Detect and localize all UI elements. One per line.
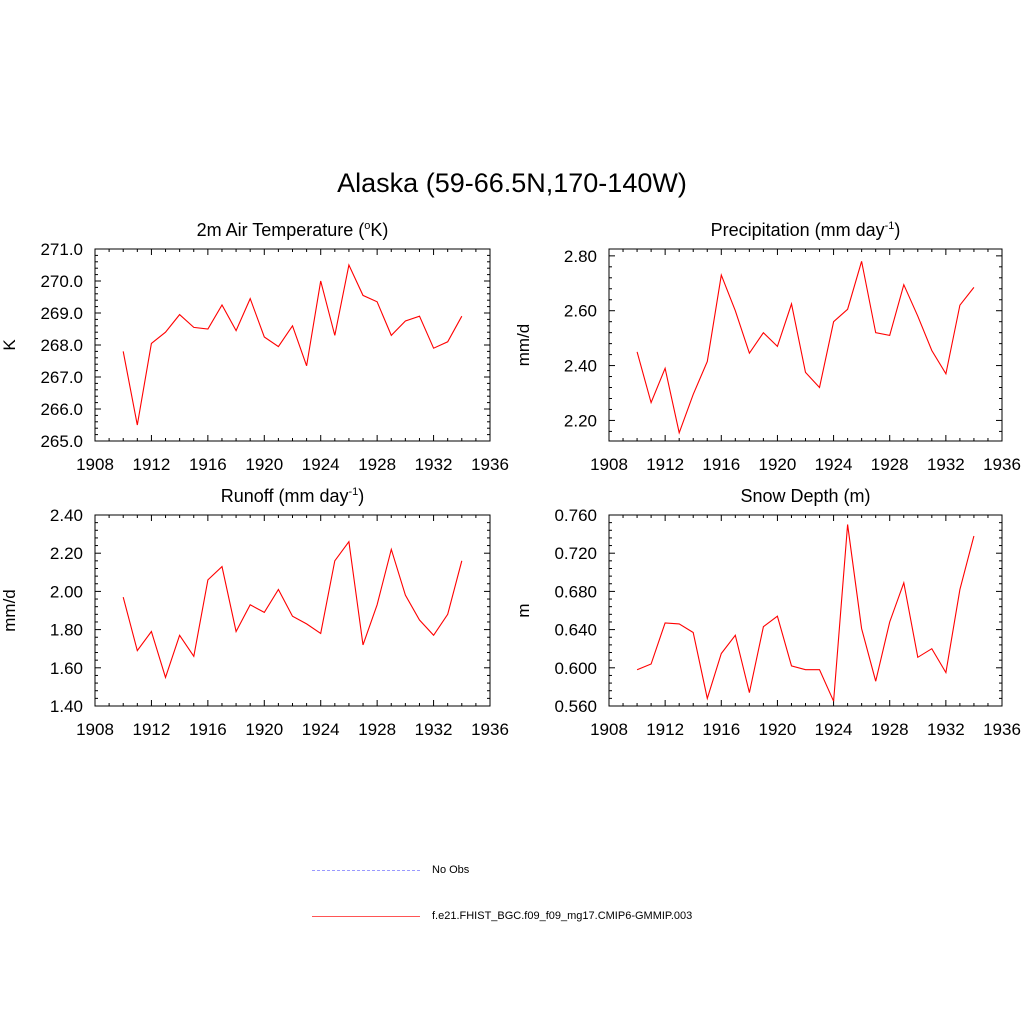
x-tick-label: 1920 [245, 455, 283, 474]
panel-title-superscript: -1 [885, 220, 895, 232]
x-tick-label: 1920 [245, 720, 283, 739]
x-tick-label: 1928 [871, 720, 909, 739]
x-tick-label: 1908 [76, 455, 114, 474]
panel-title: Precipitation (mm day-1) [711, 220, 901, 240]
y-axis-label: mm/d [514, 324, 533, 367]
x-tick-label: 1916 [189, 720, 227, 739]
x-tick-label: 1932 [415, 455, 453, 474]
x-tick-label: 1908 [590, 720, 628, 739]
y-tick-label: 0.760 [554, 506, 597, 525]
chart-panel-1: 1908 1912 1916 1920 1924 1928 1932 1936 265.0 266… [0, 220, 509, 474]
panel-title-tail: ) [358, 486, 364, 506]
x-tick-label: 1908 [76, 720, 114, 739]
plot-frame [94, 514, 491, 707]
legend-label-model: f.e21.FHIST_BGC.f09_f09_mg17.CMIP6-GMMIP… [432, 910, 693, 922]
x-tick-label: 1924 [302, 720, 340, 739]
panel-title-main: Precipitation (mm day [711, 220, 885, 240]
chart-panel-3: 1908 1912 1916 1920 1924 1928 1932 1936 1.40 1.60… [0, 486, 509, 739]
panel-title-superscript: -1 [348, 486, 358, 498]
y-tick-label: 2.40 [50, 506, 83, 525]
figure-title: Alaska (59-66.5N,170-140W) [337, 168, 687, 198]
x-tick-label: 1924 [815, 455, 853, 474]
x-tick-label: 1916 [702, 720, 740, 739]
y-tick-label: 0.560 [554, 697, 597, 716]
y-axis-label: K [0, 339, 19, 351]
x-tick-label: 1928 [871, 455, 909, 474]
panel-title-main: Snow Depth (m) [740, 486, 870, 506]
panel-title: Runoff (mm day-1) [221, 486, 365, 506]
x-tick-label: 1932 [415, 720, 453, 739]
x-tick-label: 1936 [983, 455, 1021, 474]
legend-item-model: f.e21.FHIST_BGC.f09_f09_mg17.CMIP6-GMMIP… [312, 910, 692, 922]
legend-item-no-obs: No Obs [312, 864, 469, 876]
y-tick-label: 0.680 [554, 582, 597, 601]
x-tick-label: 1932 [927, 455, 965, 474]
panel-title: 2m Air Temperature (oK) [197, 220, 389, 240]
y-tick-label: 271.0 [40, 240, 83, 259]
y-tick-label: 0.720 [554, 544, 597, 563]
x-tick-label: 1916 [189, 455, 227, 474]
x-tick-label: 1932 [927, 720, 965, 739]
x-tick-label: 1920 [759, 455, 797, 474]
legend-swatch-dashed [312, 869, 420, 871]
y-tick-label: 266.0 [40, 400, 83, 419]
legend-swatch-solid [312, 915, 420, 917]
x-tick-label: 1924 [302, 455, 340, 474]
x-tick-label: 1912 [646, 720, 684, 739]
series-line [122, 540, 463, 680]
chart-panel-4: 1908 1912 1916 1920 1924 1928 1932 1936 0.560 0.6… [514, 486, 1021, 739]
panel-title-tail: K) [370, 220, 388, 240]
x-tick-label: 1928 [358, 455, 396, 474]
y-tick-label: 2.00 [50, 582, 83, 601]
plot-frame [608, 514, 1003, 707]
y-tick-label: 2.60 [564, 302, 597, 321]
x-tick-label: 1912 [133, 455, 171, 474]
x-tick-label: 1908 [590, 455, 628, 474]
y-tick-label: 265.0 [40, 432, 83, 451]
series-line [636, 261, 975, 435]
x-tick-label: 1912 [133, 720, 171, 739]
y-tick-label: 0.640 [554, 621, 597, 640]
series-line [636, 524, 975, 702]
panel-title-tail: ) [894, 220, 900, 240]
y-tick-label: 269.0 [40, 304, 83, 323]
y-tick-label: 267.0 [40, 368, 83, 387]
series-line [122, 263, 463, 426]
chart-panel-2: 1908 1912 1916 1920 1924 1928 1932 1936 2.20 2.40… [514, 220, 1021, 474]
y-tick-label: 2.20 [564, 411, 597, 430]
y-tick-label: 268.0 [40, 336, 83, 355]
y-tick-label: 2.80 [564, 247, 597, 266]
y-tick-label: 2.40 [564, 357, 597, 376]
panel-title-superscript: o [364, 220, 370, 232]
y-tick-label: 270.0 [40, 272, 83, 291]
panel-title: Snow Depth (m) [740, 486, 870, 506]
x-tick-label: 1936 [983, 720, 1021, 739]
plot-frame [608, 248, 1003, 442]
x-tick-label: 1924 [815, 720, 853, 739]
y-axis-label: mm/d [0, 589, 19, 632]
x-tick-label: 1912 [646, 455, 684, 474]
y-tick-label: 0.600 [554, 659, 597, 678]
plot-frame [94, 248, 491, 442]
panel-title-main: 2m Air Temperature ( [197, 220, 365, 240]
x-tick-label: 1936 [471, 720, 509, 739]
panel-title-main: Runoff (mm day [221, 486, 349, 506]
x-tick-label: 1916 [702, 455, 740, 474]
x-tick-label: 1936 [471, 455, 509, 474]
y-tick-label: 1.60 [50, 659, 83, 678]
y-tick-label: 1.80 [50, 621, 83, 640]
legend-label-no-obs: No Obs [432, 864, 470, 876]
y-tick-label: 2.20 [50, 544, 83, 563]
x-tick-label: 1920 [759, 720, 797, 739]
x-tick-label: 1928 [358, 720, 396, 739]
y-axis-label: m [514, 603, 533, 617]
y-tick-label: 1.40 [50, 697, 83, 716]
